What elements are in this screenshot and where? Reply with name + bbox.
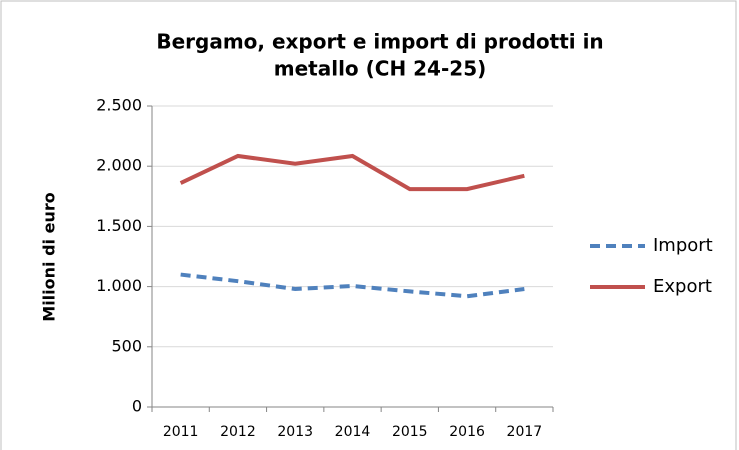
chart-title: metallo (CH 24-25) [274, 57, 487, 81]
y-axis-label: Milioni di euro [40, 192, 59, 321]
series-line [179, 153, 525, 192]
y-tick-label: 2.500 [96, 96, 142, 115]
x-tick-label: 2015 [392, 424, 428, 440]
y-tick-label: 1.500 [96, 216, 142, 235]
y-tick-label: 1.000 [96, 276, 142, 295]
x-tick-label: 2017 [507, 424, 543, 440]
series-line [180, 272, 525, 299]
x-tick-label: 2014 [335, 424, 371, 440]
x-tick-label: 2016 [449, 424, 485, 440]
x-tick-label: 2013 [277, 424, 313, 440]
chart-title: Bergamo, export e import di prodotti in [156, 30, 603, 54]
y-tick-label: 0 [132, 397, 142, 416]
y-tick-label: 500 [111, 336, 142, 355]
legend-label: Import [653, 235, 713, 256]
y-tick-label: 2.000 [96, 156, 142, 175]
legend-label: Export [653, 276, 712, 297]
x-tick-label: 2011 [163, 424, 199, 440]
x-tick-label: 2012 [220, 424, 256, 440]
